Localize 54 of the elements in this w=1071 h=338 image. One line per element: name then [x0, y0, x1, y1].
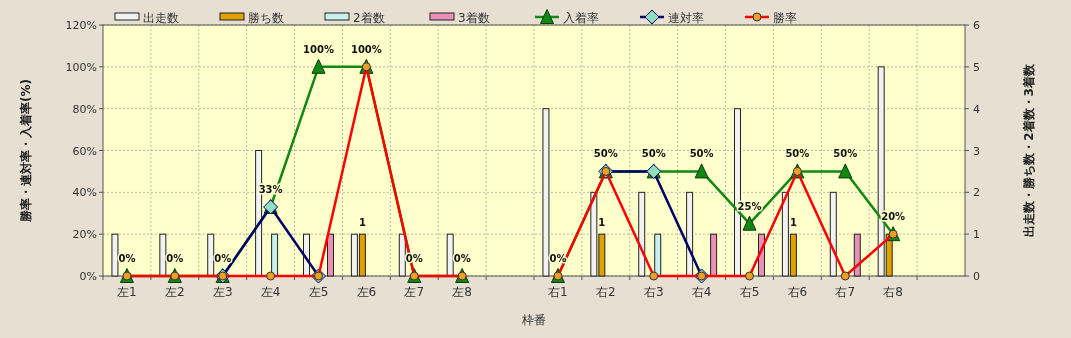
data-label: 50%: [641, 148, 666, 160]
y2-tick-label: 2: [973, 186, 980, 200]
data-label: 0%: [166, 253, 184, 264]
x-tick-label: 右2: [596, 285, 616, 299]
x-tick-label: 右3: [643, 285, 664, 299]
data-label: 100%: [350, 43, 382, 55]
y-tick-label: 100%: [65, 60, 97, 74]
y2-tick-label: 0: [973, 270, 980, 283]
y-tick-label: 40%: [72, 186, 97, 200]
x-tick-label: 左3: [212, 285, 233, 299]
data-label: 50%: [785, 148, 810, 160]
y2-tick-label: 4: [973, 102, 980, 116]
data-label: 100%: [303, 43, 334, 55]
legend-label: 勝率: [773, 11, 797, 25]
x-tick-label: 左8: [452, 285, 472, 299]
y2-tick-label: 1: [973, 228, 980, 242]
data-label: 1: [789, 217, 797, 229]
x-tick-label: 左4: [260, 285, 281, 299]
data-label: 0%: [214, 253, 232, 264]
x-tick-label: 左5: [308, 285, 329, 299]
y-tick-label: 120%: [65, 19, 97, 32]
legend-label: 勝ち数: [248, 11, 284, 25]
x-tick-label: 右4: [691, 285, 712, 299]
legend-label: 連対率: [668, 11, 704, 25]
legend-label: 出走数: [143, 11, 179, 25]
x-tick-label: 右6: [787, 285, 808, 299]
y-tick-label: 60%: [72, 144, 97, 158]
x-tick-label: 右1: [548, 285, 568, 299]
x-tick-label: 右8: [883, 285, 903, 299]
y2-tick-label: 6: [973, 19, 980, 32]
x-tick-label: 右7: [835, 285, 856, 299]
x-tick-label: 左1: [117, 285, 137, 299]
y2-axis-title: 出走数・勝ち数・2着数・3着数: [1022, 63, 1036, 237]
data-label: 0%: [453, 253, 471, 264]
data-label: 50%: [593, 148, 618, 160]
y-tick-label: 0%: [79, 270, 97, 283]
x-tick-label: 右5: [739, 285, 760, 299]
legend-label: 3着数: [458, 11, 490, 25]
x-tick-label: 左2: [165, 285, 185, 299]
data-label: 1: [598, 217, 606, 229]
x-tick-label: 左6: [356, 285, 377, 299]
data-label: 50%: [689, 148, 714, 160]
y-axis-title: 勝率・連対率・入着率(%): [19, 79, 33, 223]
legend-label: 2着数: [353, 11, 385, 25]
y2-tick-label: 5: [973, 60, 980, 74]
x-axis-title: 枠番: [521, 313, 546, 327]
data-label: 1: [358, 217, 366, 229]
legend-label: 入着率: [563, 11, 599, 25]
y2-tick-label: 3: [973, 144, 980, 158]
data-label: 50%: [833, 148, 858, 160]
x-tick-label: 左7: [404, 285, 425, 299]
y-tick-label: 80%: [72, 102, 97, 116]
y-tick-label: 20%: [72, 228, 97, 242]
data-label: 0%: [118, 253, 136, 264]
